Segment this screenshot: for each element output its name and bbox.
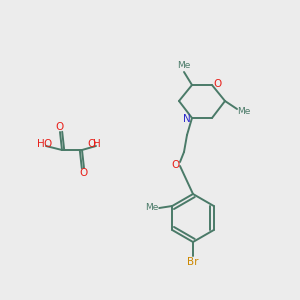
Text: N: N <box>183 114 191 124</box>
Text: Me: Me <box>237 106 251 116</box>
Text: O: O <box>43 139 51 149</box>
Text: O: O <box>213 79 221 89</box>
Text: Me: Me <box>146 203 159 212</box>
Text: Me: Me <box>177 61 191 70</box>
Text: Br: Br <box>187 257 199 267</box>
Text: O: O <box>56 122 64 132</box>
Text: O: O <box>87 139 95 149</box>
Text: O: O <box>80 168 88 178</box>
Text: H: H <box>93 139 101 149</box>
Text: O: O <box>172 160 180 170</box>
Text: H: H <box>37 139 45 149</box>
